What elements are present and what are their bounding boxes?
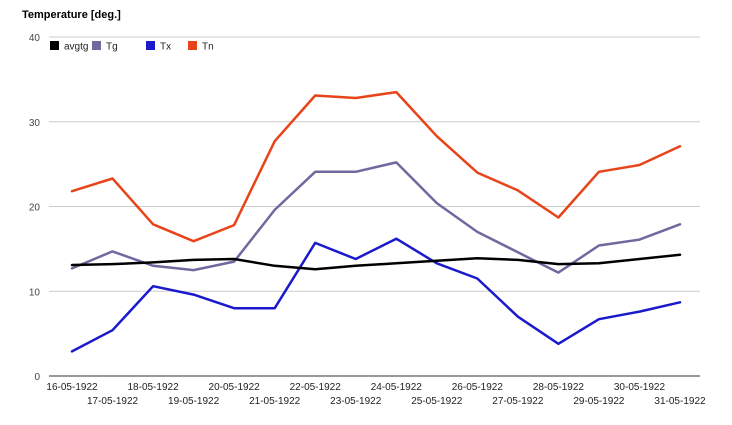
legend-swatch (146, 41, 155, 50)
y-tick-label: 20 (29, 203, 41, 214)
legend-swatch (92, 41, 101, 50)
x-tick-label: 30-05-1922 (614, 382, 666, 393)
x-tick-label: 25-05-1922 (411, 396, 463, 407)
x-tick-label: 28-05-1922 (533, 382, 585, 393)
x-tick-label: 31-05-1922 (654, 396, 706, 407)
legend-label: Tn (202, 42, 214, 53)
x-tick-label: 17-05-1922 (87, 396, 139, 407)
x-tick-label: 26-05-1922 (452, 382, 504, 393)
series-line-tx (70, 237, 682, 353)
x-tick-label: 20-05-1922 (209, 382, 261, 393)
x-tick-label: 21-05-1922 (249, 396, 301, 407)
x-tick-label: 29-05-1922 (573, 396, 625, 407)
y-tick-label: 0 (34, 372, 40, 383)
x-tick-label: 27-05-1922 (492, 396, 544, 407)
series-line-tn (70, 90, 682, 243)
series-line-tg (70, 161, 682, 274)
x-tick-label: 24-05-1922 (371, 382, 423, 393)
legend-label: Tx (160, 42, 171, 53)
legend-swatch (188, 41, 197, 50)
y-tick-label: 30 (29, 118, 41, 129)
x-tick-label: 16-05-1922 (46, 382, 98, 393)
y-tick-label: 10 (29, 287, 41, 298)
x-tick-label: 18-05-1922 (127, 382, 179, 393)
y-tick-label: 40 (29, 33, 41, 44)
series-line-avgtg (70, 253, 682, 271)
legend-label: avgtg (64, 42, 88, 53)
legend-label: Tg (106, 42, 118, 53)
chart-title: Temperature [deg.] (22, 9, 121, 21)
x-tick-label: 22-05-1922 (290, 382, 342, 393)
x-tick-label: 19-05-1922 (168, 396, 220, 407)
legend-swatch (50, 41, 59, 50)
x-tick-label: 23-05-1922 (330, 396, 382, 407)
